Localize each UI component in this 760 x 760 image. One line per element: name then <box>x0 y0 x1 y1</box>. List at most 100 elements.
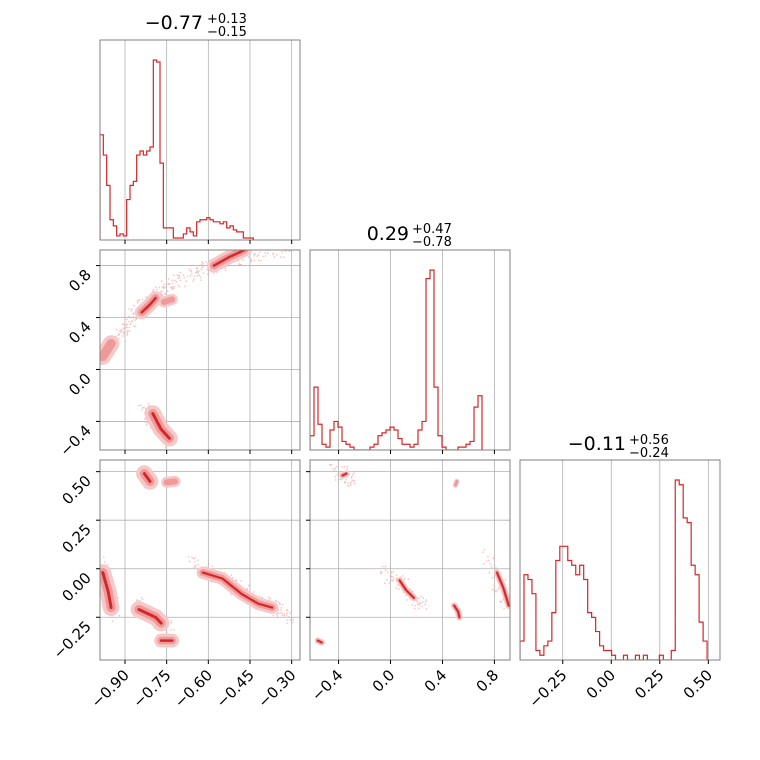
scatter-sample <box>179 279 182 282</box>
scatter-sample <box>275 248 277 250</box>
scatter-sample <box>493 589 496 592</box>
scatter-sample <box>250 260 253 263</box>
scatter-sample <box>240 580 242 582</box>
scatter-sample <box>188 560 191 563</box>
scatter-sample <box>128 326 131 329</box>
scatter-sample <box>343 465 346 468</box>
scatter-sample <box>122 323 124 325</box>
scatter-sample <box>254 247 256 249</box>
scatter-sample <box>202 262 204 265</box>
scatter-sample <box>126 332 129 335</box>
scatter-sample <box>255 246 257 248</box>
scatter-sample <box>488 571 491 574</box>
scatter-sample <box>134 325 137 328</box>
scatter-sample <box>103 561 106 563</box>
scatter-sample <box>386 579 388 581</box>
scatter-sample <box>396 584 399 586</box>
x-tick-label-param-0: −0.90 <box>88 666 133 711</box>
scatter-sample <box>127 316 130 318</box>
scatter-sample <box>351 479 354 482</box>
scatter-sample <box>395 574 398 577</box>
scatter-sample <box>165 286 168 289</box>
scatter-sample <box>130 309 133 312</box>
scatter-sample <box>124 340 127 343</box>
scatter-sample <box>331 463 333 466</box>
scatter-sample <box>286 619 289 621</box>
scatter-sample <box>332 467 334 470</box>
scatter-sample <box>258 595 261 598</box>
scatter-sample <box>281 251 283 253</box>
scatter-sample <box>349 482 352 485</box>
scatter-sample <box>238 263 241 266</box>
scatter-sample <box>334 467 337 470</box>
panel-frame <box>99 39 301 241</box>
scatter-sample <box>417 607 420 610</box>
y-tick-label-param-1: 0.0 <box>65 370 95 400</box>
title-param-1-minus: −0.78 <box>412 235 452 250</box>
scatter-sample <box>123 315 126 318</box>
scatter-sample <box>198 270 201 272</box>
scatter-sample <box>350 481 352 484</box>
scatter-sample <box>189 274 192 277</box>
scatter-sample <box>186 275 189 278</box>
contour-0-2-0 <box>136 465 159 490</box>
scatter-sample <box>141 408 143 411</box>
scatter-sample <box>273 256 276 258</box>
scatter-sample <box>96 563 98 565</box>
scatter-sample <box>275 253 278 256</box>
scatter-sample <box>171 282 174 285</box>
contour-0-1-4 <box>144 405 178 447</box>
scatter-sample <box>183 276 186 279</box>
scatter-sample <box>199 276 202 279</box>
scatter-sample <box>290 610 293 613</box>
scatter-sample <box>179 271 182 274</box>
contour-0-1-1 <box>134 291 163 320</box>
scatter-sample <box>198 274 201 277</box>
scatter-sample <box>170 620 173 622</box>
scatter-sample <box>284 250 287 253</box>
scatter-sample <box>123 324 126 327</box>
x-tick-label-param-0: −0.30 <box>254 666 299 711</box>
scatter-sample <box>286 612 288 615</box>
scatter-sample <box>421 601 424 603</box>
scatter-sample <box>191 556 193 559</box>
scatter-sample <box>500 600 503 603</box>
scatter-sample <box>277 601 280 604</box>
scatter-sample <box>279 612 282 614</box>
title-param-1-value: 0.29 <box>367 223 409 245</box>
scatter-sample <box>267 596 270 599</box>
scatter-sample <box>277 612 280 615</box>
scatter-sample <box>481 551 484 554</box>
scatter-sample <box>418 602 421 604</box>
scatter-sample <box>145 421 148 423</box>
x-tick-label-param-1: −0.4 <box>308 666 346 704</box>
scatter-sample <box>122 335 124 337</box>
scatter-sample <box>274 599 277 602</box>
scatter-sample <box>504 579 507 581</box>
scatter-sample <box>132 312 135 315</box>
y-tick-label-param-1: 0.8 <box>65 266 95 296</box>
title-param-0-minus: −0.15 <box>207 25 247 40</box>
scatter-sample <box>156 288 158 291</box>
scatter-sample <box>136 301 139 304</box>
scatter-sample <box>152 288 155 291</box>
scatter-sample <box>425 599 428 601</box>
scatter-sample <box>258 251 261 254</box>
scatter-sample <box>193 566 196 569</box>
scatter-sample <box>211 565 214 568</box>
scatter-sample <box>483 548 486 551</box>
scatter-sample <box>167 278 170 280</box>
scatter-sample <box>345 478 347 481</box>
scatter-sample <box>141 598 144 601</box>
scatter-sample <box>269 597 271 600</box>
scatter-sample <box>173 628 176 631</box>
scatter-sample <box>384 565 387 568</box>
scatter-sample <box>274 245 276 247</box>
scatter-sample <box>224 267 227 269</box>
scatter-sample <box>339 478 341 481</box>
scatter-sample <box>131 308 133 310</box>
scatter-sample <box>250 259 253 261</box>
scatter-sample <box>265 247 267 249</box>
scatter-sample <box>162 286 164 289</box>
title-param-0-plus: +0.13 <box>207 12 247 27</box>
